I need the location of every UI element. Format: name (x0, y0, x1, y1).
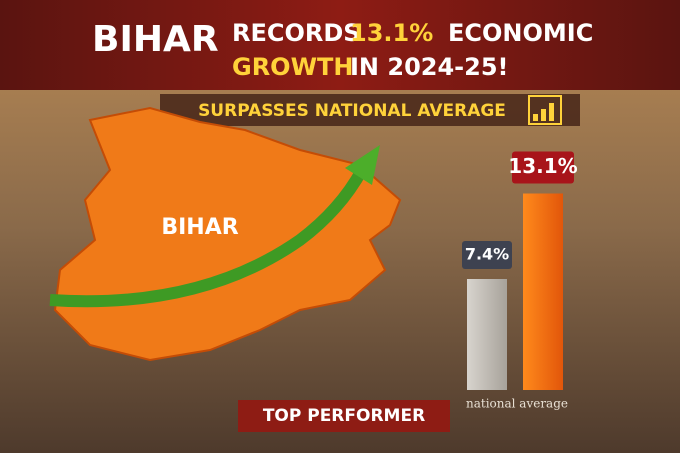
title-text: IN 2024-25! (350, 53, 508, 81)
value-label-box (512, 151, 574, 184)
bar (467, 279, 507, 390)
growth-arrow (49, 167, 368, 308)
bar (523, 193, 563, 390)
title-text: ECONOMIC (448, 19, 593, 47)
title-highlight: 13.1% (350, 19, 433, 47)
title-banner (0, 0, 680, 90)
map-label: BIHAR (161, 215, 238, 240)
value-label-box (462, 241, 512, 269)
subtitle-band (160, 94, 580, 126)
bar-label: national average (466, 397, 568, 411)
title-highlight: GROWTH (232, 53, 354, 81)
growth-arrowhead (345, 145, 380, 185)
footer-band (238, 400, 450, 432)
title: BIHAR RECORDS 13.1% ECONOMIC GROWTH IN 2… (92, 19, 593, 81)
value-label: 7.4% (465, 245, 509, 264)
title-bihar: BIHAR (92, 19, 219, 60)
footer: TOP PERFORMER (263, 406, 425, 426)
subtitle: SURPASSES NATIONAL AVERAGE (198, 101, 506, 121)
title-text: RECORDS (232, 19, 361, 47)
bar-chart: 7.4% national average 13.1% (462, 151, 578, 411)
growth-icon (528, 95, 562, 125)
value-label: 13.1% (508, 154, 577, 178)
